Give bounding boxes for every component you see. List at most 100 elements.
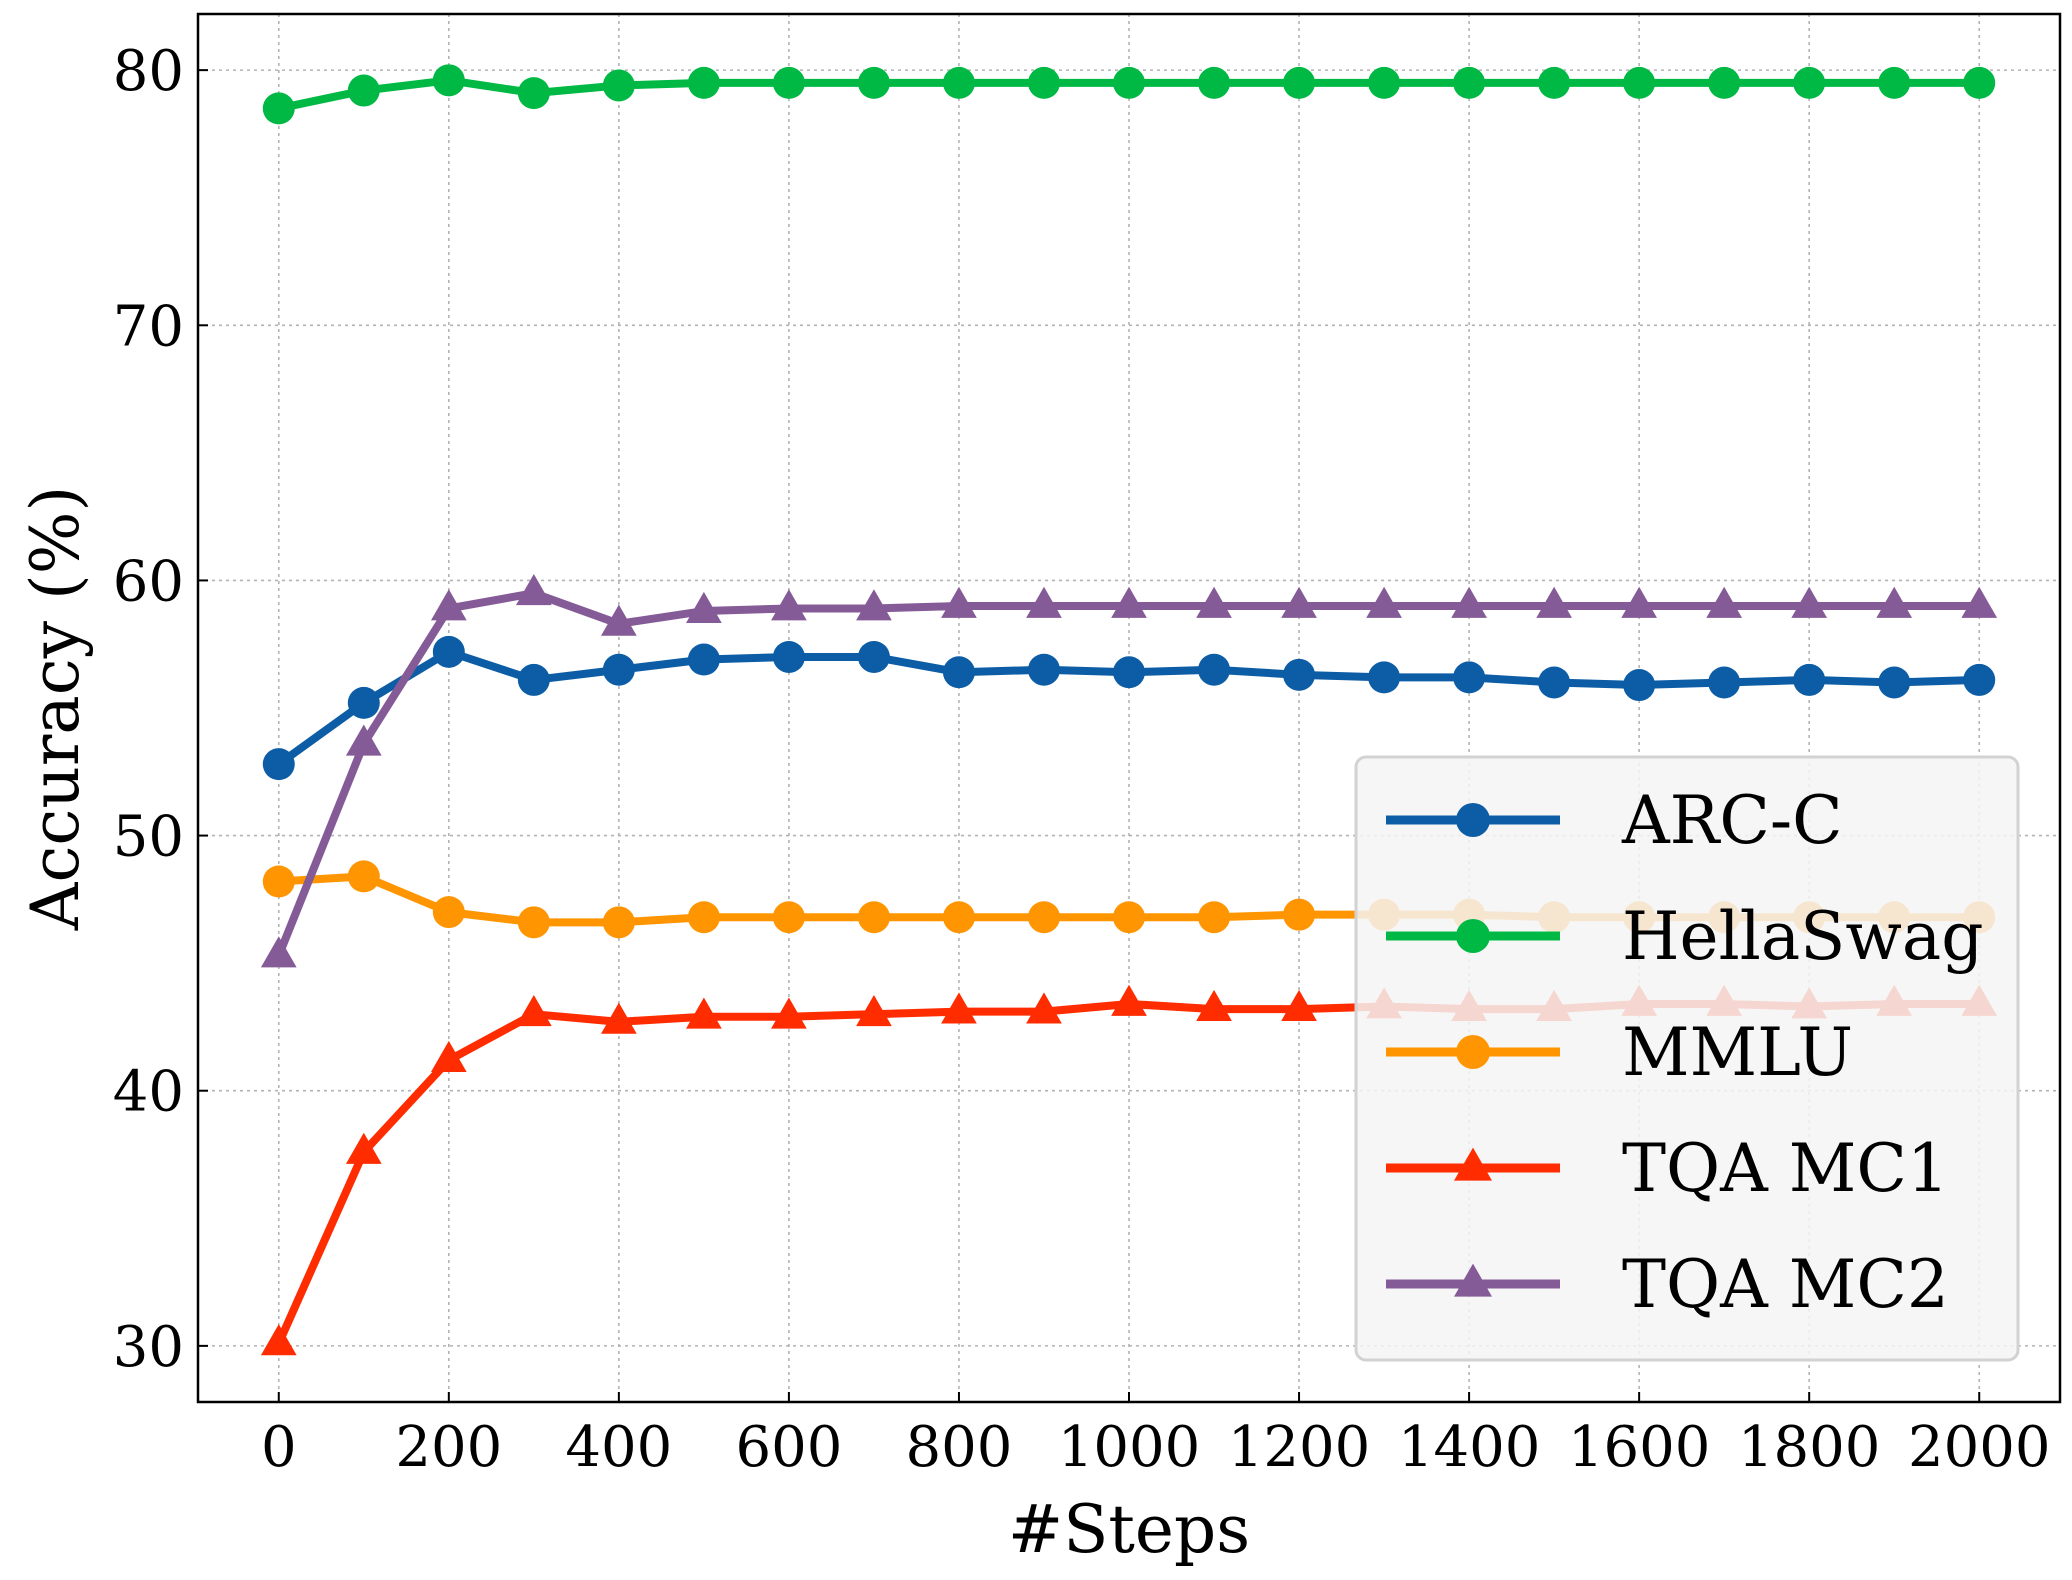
data-point-mmlu	[772, 901, 805, 934]
data-point-tqa-mc1	[515, 994, 552, 1027]
x-tick-label: 800	[906, 1415, 1013, 1480]
data-point-arc-c	[1878, 666, 1911, 699]
data-point-hellaswag	[1793, 66, 1826, 99]
data-point-hellaswag	[1538, 66, 1571, 99]
x-tick-label: 1400	[1398, 1415, 1541, 1480]
legend-item-mmlu: MMLU	[1386, 1014, 1853, 1091]
data-point-mmlu	[1283, 898, 1316, 931]
data-point-tqa-mc2	[856, 589, 892, 621]
data-point-mmlu	[347, 860, 380, 893]
x-tick-label: 1600	[1568, 1415, 1711, 1480]
y-tick-label: 70	[113, 294, 184, 359]
data-point-arc-c	[772, 640, 805, 673]
data-point-tqa-mc2	[345, 724, 382, 756]
data-point-tqa-mc1	[856, 994, 892, 1027]
data-point-tqa-mc2	[1876, 586, 1913, 618]
data-point-arc-c	[1113, 656, 1145, 689]
legend-label-mmlu: MMLU	[1622, 1014, 1853, 1091]
legend-label-tqa-mc2: TQA MC2	[1622, 1246, 1949, 1323]
data-point-arc-c	[1027, 653, 1060, 686]
legend-marker-hellaswag	[1456, 919, 1490, 953]
data-point-tqa-mc1	[345, 1132, 382, 1164]
data-point-arc-c	[942, 656, 975, 689]
data-point-tqa-mc2	[1536, 586, 1572, 618]
data-point-tqa-mc1	[686, 997, 722, 1029]
data-point-tqa-mc1	[1281, 989, 1317, 1021]
data-point-arc-c	[1708, 666, 1741, 699]
data-point-arc-c	[347, 686, 380, 719]
data-point-tqa-mc1	[1196, 989, 1232, 1021]
data-point-tqa-mc1	[941, 992, 977, 1024]
y-tick-label: 80	[113, 39, 184, 104]
axis-ticks: 0 200 400 600 800 1000 1200 1400 1600 1800 2000 30 4…	[113, 39, 2051, 1480]
data-point-tqa-mc2	[1026, 586, 1062, 618]
data-point-hellaswag	[1963, 66, 1996, 99]
data-point-hellaswag	[602, 69, 635, 102]
data-point-mmlu	[432, 896, 465, 929]
data-point-tqa-mc1	[1111, 984, 1147, 1016]
data-point-mmlu	[517, 906, 550, 939]
data-point-arc-c	[1453, 661, 1486, 694]
data-point-mmlu	[687, 901, 720, 934]
data-point-arc-c	[1538, 666, 1571, 699]
data-point-tqa-mc2	[1706, 586, 1743, 618]
legend-item-hellaswag: HellaSwag	[1386, 898, 1984, 975]
data-point-tqa-mc1	[771, 997, 807, 1029]
data-point-tqa-mc2	[941, 586, 977, 618]
x-tick-label: 1000	[1058, 1415, 1201, 1480]
data-point-arc-c	[1793, 663, 1826, 696]
x-tick-label: 600	[735, 1415, 842, 1480]
y-tick-label: 60	[113, 549, 184, 614]
data-point-tqa-mc2	[601, 604, 637, 636]
data-point-tqa-mc2	[1621, 586, 1657, 618]
series-hellaswag	[262, 64, 1996, 125]
data-point-hellaswag	[517, 77, 550, 110]
data-point-mmlu	[602, 906, 635, 939]
data-point-arc-c	[1283, 658, 1316, 691]
legend: ARC-C HellaSwag MMLU TQA MC1 TQA MC2	[1354, 755, 2020, 1362]
data-point-arc-c	[432, 635, 465, 668]
data-point-arc-c	[1963, 663, 1996, 696]
x-tick-label: 2000	[1908, 1415, 2051, 1480]
data-point-tqa-mc1	[430, 1040, 467, 1073]
legend-marker-arc-c	[1456, 803, 1490, 837]
data-point-tqa-mc2	[1196, 586, 1232, 618]
data-point-hellaswag	[1878, 66, 1911, 99]
data-point-tqa-mc2	[1961, 586, 1998, 618]
data-point-arc-c	[602, 653, 635, 686]
data-point-hellaswag	[857, 66, 890, 99]
data-point-tqa-mc1	[260, 1324, 297, 1356]
series-tqa-mc2	[260, 573, 1998, 968]
legend-label-tqa-mc1: TQA MC1	[1622, 1130, 1949, 1207]
legend-label-hellaswag: HellaSwag	[1622, 898, 1984, 975]
data-point-hellaswag	[1708, 66, 1741, 99]
data-point-arc-c	[1623, 669, 1656, 702]
legend-marker-tqa-mc1	[1454, 1147, 1492, 1181]
data-point-tqa-mc2	[1451, 586, 1487, 618]
y-axis-title: Accuracy (%)	[17, 486, 94, 931]
data-point-mmlu	[942, 901, 975, 934]
data-point-mmlu	[1198, 901, 1231, 934]
data-point-hellaswag	[1027, 66, 1060, 99]
y-tick-label: 30	[113, 1315, 184, 1380]
data-point-arc-c	[262, 748, 295, 781]
legend-item-tqa-mc1: TQA MC1	[1386, 1130, 1949, 1207]
x-tick-label: 200	[395, 1415, 502, 1480]
data-point-mmlu	[1113, 901, 1145, 934]
data-point-arc-c	[517, 663, 550, 696]
data-point-hellaswag	[1198, 66, 1231, 99]
data-point-hellaswag	[1623, 66, 1656, 99]
data-point-arc-c	[687, 643, 720, 676]
data-point-arc-c	[1368, 661, 1401, 694]
data-point-tqa-mc2	[1366, 586, 1402, 618]
data-point-tqa-mc2	[686, 591, 722, 623]
data-point-mmlu	[857, 901, 890, 934]
data-point-hellaswag	[1283, 66, 1316, 99]
data-point-tqa-mc2	[1281, 586, 1317, 618]
legend-item-arc-c: ARC-C	[1386, 782, 1843, 859]
data-point-mmlu	[262, 865, 295, 898]
x-tick-label: 1200	[1228, 1415, 1371, 1480]
data-point-tqa-mc2	[260, 936, 297, 968]
data-point-hellaswag	[772, 66, 805, 99]
data-point-tqa-mc2	[430, 589, 467, 621]
